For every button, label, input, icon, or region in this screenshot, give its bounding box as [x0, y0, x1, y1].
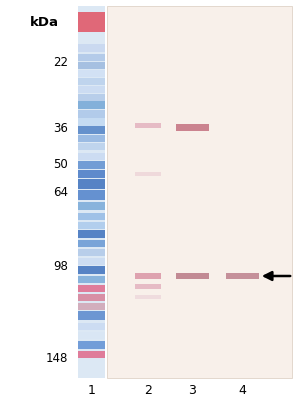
Bar	[78, 202, 105, 210]
Bar	[78, 70, 105, 77]
Bar	[78, 12, 105, 32]
Bar	[78, 54, 105, 61]
Bar	[78, 161, 105, 169]
Bar	[78, 118, 105, 126]
Bar	[78, 86, 105, 93]
Bar	[78, 332, 105, 339]
Bar	[78, 110, 105, 118]
Bar	[78, 303, 105, 310]
Bar	[78, 323, 105, 330]
Bar	[78, 170, 105, 178]
Bar	[78, 153, 105, 160]
Bar	[78, 341, 105, 349]
Bar	[78, 135, 105, 142]
Bar	[78, 78, 105, 85]
Bar	[78, 101, 105, 109]
Bar	[78, 266, 105, 274]
Text: 64: 64	[53, 186, 68, 198]
Text: 98: 98	[53, 260, 68, 272]
Bar	[176, 124, 209, 131]
Text: 3: 3	[189, 384, 196, 396]
Bar	[78, 230, 105, 238]
Bar	[78, 311, 105, 320]
Bar	[78, 62, 105, 69]
Text: 1: 1	[88, 384, 96, 396]
Bar	[78, 294, 105, 301]
Bar	[78, 351, 105, 358]
Bar	[78, 249, 105, 256]
Bar	[135, 295, 160, 299]
Bar	[135, 273, 160, 279]
Text: 148: 148	[46, 352, 68, 364]
Bar	[78, 143, 105, 150]
Bar	[135, 284, 160, 289]
Text: 4: 4	[239, 384, 247, 396]
Text: 2: 2	[144, 384, 152, 396]
Text: 50: 50	[53, 158, 68, 171]
Bar	[78, 276, 105, 283]
Bar	[135, 172, 160, 176]
Bar	[78, 179, 105, 189]
Bar	[135, 123, 160, 128]
Bar	[78, 222, 105, 229]
Bar	[78, 6, 105, 378]
Bar	[78, 190, 105, 200]
Bar	[78, 213, 105, 220]
Text: 22: 22	[53, 56, 68, 69]
Bar	[78, 240, 105, 247]
Bar	[78, 94, 105, 101]
Text: kDa: kDa	[30, 16, 59, 29]
Bar	[78, 285, 105, 292]
Bar	[107, 6, 292, 378]
Bar	[226, 273, 259, 279]
Bar	[78, 44, 105, 52]
Bar	[78, 258, 105, 265]
Bar	[78, 126, 105, 134]
Text: 36: 36	[53, 122, 68, 134]
Bar	[176, 273, 209, 279]
